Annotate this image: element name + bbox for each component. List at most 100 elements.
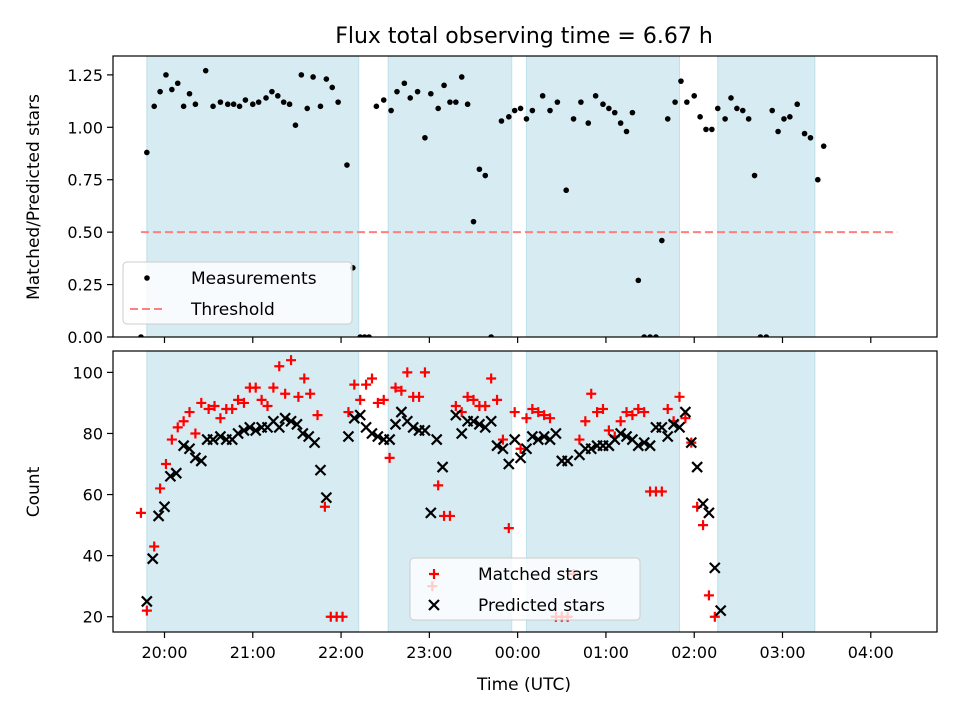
predicted-star-point: [714, 604, 727, 617]
measurement-point: [169, 86, 175, 93]
predicted-star-point: [538, 430, 550, 443]
predicted-star-point: [395, 406, 408, 418]
matched-star-point: [480, 400, 491, 411]
measurement-point: [435, 105, 441, 112]
x-tick-label: 01:00: [583, 643, 629, 662]
legend-label: Predicted stars: [478, 596, 605, 616]
predicted-star-point: [348, 412, 361, 424]
matched-star-point: [419, 367, 430, 378]
matched-star-point: [319, 501, 330, 512]
predicted-star-point: [709, 562, 721, 574]
measurement-point: [659, 237, 665, 244]
matched-star-point: [227, 404, 238, 415]
matched-star-point: [215, 413, 226, 424]
measurement-point: [523, 116, 530, 122]
measurement-point: [470, 218, 477, 225]
predicted-star-point: [195, 455, 208, 467]
predicted-star-point: [308, 436, 321, 449]
measurement-point: [224, 101, 231, 108]
measurement-point: [192, 101, 199, 108]
measurement-point: [714, 105, 721, 112]
measurement-point: [775, 128, 781, 135]
predicted-star-point: [508, 433, 521, 446]
matched-star-point: [597, 404, 608, 415]
measurement-point: [672, 99, 678, 105]
legend-label: Measurements: [191, 269, 317, 289]
matched-star-point: [250, 382, 261, 393]
predicted-star-point: [273, 421, 286, 434]
y-tick-label: 0.50: [67, 223, 103, 242]
legend-marker: [429, 569, 439, 579]
matched-star-point: [592, 407, 603, 418]
measurement-point: [138, 334, 144, 337]
plot-frame: [112, 350, 938, 633]
measurement-point: [539, 93, 546, 99]
measurement-point: [476, 166, 483, 173]
matched-star-point: [703, 590, 714, 601]
bottom-panel: 20 40 60 80 100 20:00 21:00 22:00 23:00 00:00 01:0…: [72, 350, 938, 662]
y-tick-label: 60: [83, 486, 103, 505]
matched-star-point: [238, 397, 249, 408]
y-tick-label: 20: [83, 608, 103, 627]
matched-star-point: [268, 382, 279, 393]
predicted-star-point: [170, 467, 183, 479]
predicted-star-point: [520, 442, 533, 455]
predicted-star-point: [614, 427, 627, 440]
predicted-star-point: [285, 415, 297, 428]
matched-star-point: [343, 407, 354, 418]
measurement-point: [388, 107, 394, 114]
matched-star-point: [450, 400, 461, 411]
measurement-point: [592, 93, 599, 99]
predicted-star-point: [691, 461, 703, 473]
measurement-point: [401, 80, 408, 87]
matched-star-point: [203, 404, 214, 415]
matched-star-point: [603, 425, 614, 436]
measurement-point: [217, 99, 224, 105]
matched-star-point: [299, 373, 310, 384]
matched-star-point: [349, 379, 360, 390]
predicted-star-point: [354, 409, 366, 421]
measurement-point: [757, 334, 764, 337]
measurement-point: [482, 172, 489, 179]
matched-star-point: [355, 394, 366, 405]
measurement-point: [488, 334, 494, 337]
measurement-point: [230, 101, 237, 108]
predicted-star-point: [342, 430, 355, 443]
predicted-star-point: [436, 461, 449, 473]
predicted-star-point: [632, 439, 645, 452]
matched-star-point: [462, 391, 473, 402]
matched-star-point: [509, 407, 520, 418]
measurement-point: [186, 90, 193, 97]
matched-star-point: [414, 391, 425, 402]
matched-star-point: [527, 404, 538, 415]
measurement-point: [763, 334, 770, 337]
matched-star-point: [545, 413, 556, 424]
matched-star-point: [262, 400, 273, 411]
measurement-point: [163, 72, 169, 78]
measurement-point: [180, 103, 187, 110]
measurement-point: [394, 88, 400, 95]
measurement-point: [428, 90, 434, 97]
x-tick-label: 21:00: [230, 643, 276, 662]
matched-star-point: [149, 541, 160, 552]
y-tick-label: 0.75: [67, 171, 103, 190]
x-tick-label: 02:00: [671, 643, 717, 662]
measurement-point: [344, 162, 350, 168]
legend-marker: [428, 599, 440, 611]
predicted-star-point: [685, 436, 698, 449]
measurement-point: [441, 82, 447, 89]
predicted-star-point: [703, 507, 715, 519]
matched-star-point: [680, 413, 691, 424]
y-axis-label-bottom: Count: [24, 466, 44, 517]
predicted-star-point: [491, 439, 503, 452]
measurement-point: [781, 116, 787, 122]
predicted-star-point: [526, 430, 539, 443]
predicted-star-point: [407, 421, 419, 434]
measurement-point: [263, 95, 269, 101]
matched-star-point: [286, 355, 297, 366]
predicted-star-point: [550, 427, 562, 440]
measurement-point: [585, 120, 592, 126]
matched-star-point: [178, 416, 189, 427]
measurement-point: [697, 114, 703, 120]
